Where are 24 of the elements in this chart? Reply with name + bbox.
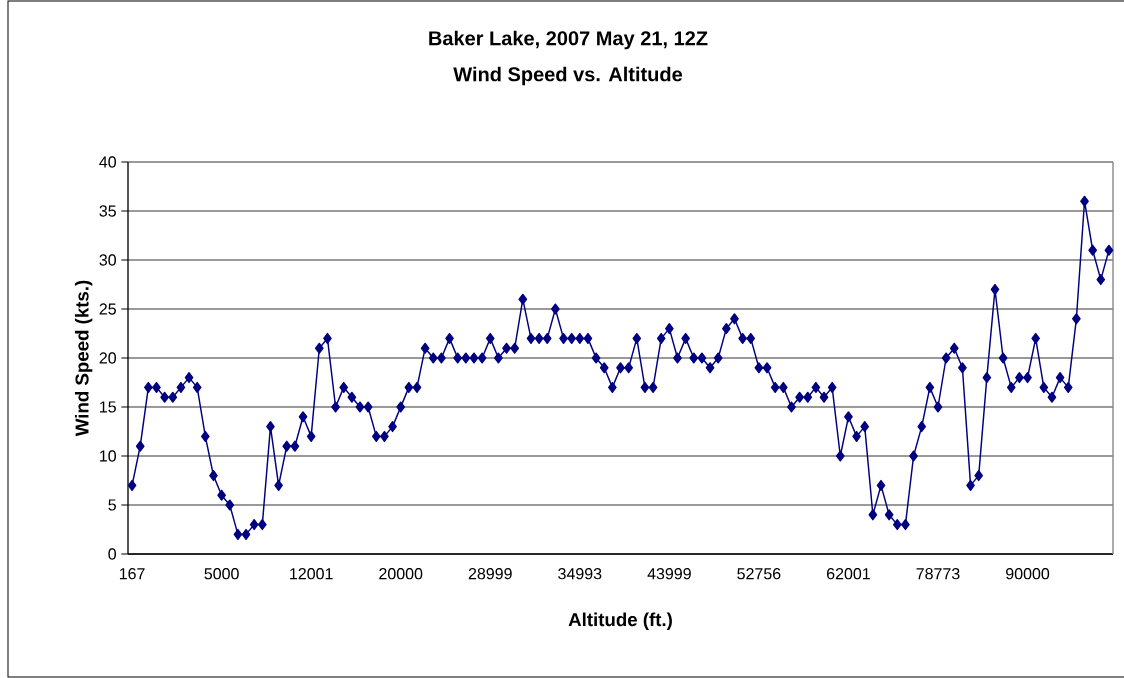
y-tick-label: 0 — [108, 548, 117, 560]
y-tick-label: 25 — [99, 303, 116, 315]
x-tick-label: 28999 — [468, 568, 512, 580]
y-tick-label: 40 — [99, 156, 117, 168]
x-axis-title: Altitude (ft.) — [568, 612, 672, 630]
x-tick-label: 167 — [119, 568, 145, 580]
x-tick-label: 12001 — [290, 568, 333, 580]
x-tick-label: 34993 — [558, 568, 602, 580]
chart-title: Baker Lake, 2007 May 21, 12Z — [429, 30, 708, 50]
x-tick-label: 20000 — [379, 568, 423, 580]
x-tick-label: 78773 — [916, 568, 960, 580]
y-tick-label: 5 — [108, 499, 116, 511]
y-tick-label: 10 — [100, 450, 117, 462]
y-axis-title: Wind Speed (kts.) — [74, 280, 93, 437]
y-tick-label: 20 — [99, 352, 117, 364]
y-tick-label: 35 — [99, 205, 116, 217]
x-tick-label: 5000 — [204, 568, 239, 580]
y-tick-label: 30 — [99, 254, 117, 266]
x-tick-label: 62001 — [827, 568, 870, 580]
x-tick-label: 43999 — [647, 568, 691, 580]
x-tick-label: 52756 — [737, 568, 781, 580]
chart-subtitle: Wind Speed vs. Altitude — [453, 66, 683, 86]
y-tick-label: 15 — [100, 401, 116, 413]
x-tick-label: 90000 — [1006, 568, 1050, 580]
